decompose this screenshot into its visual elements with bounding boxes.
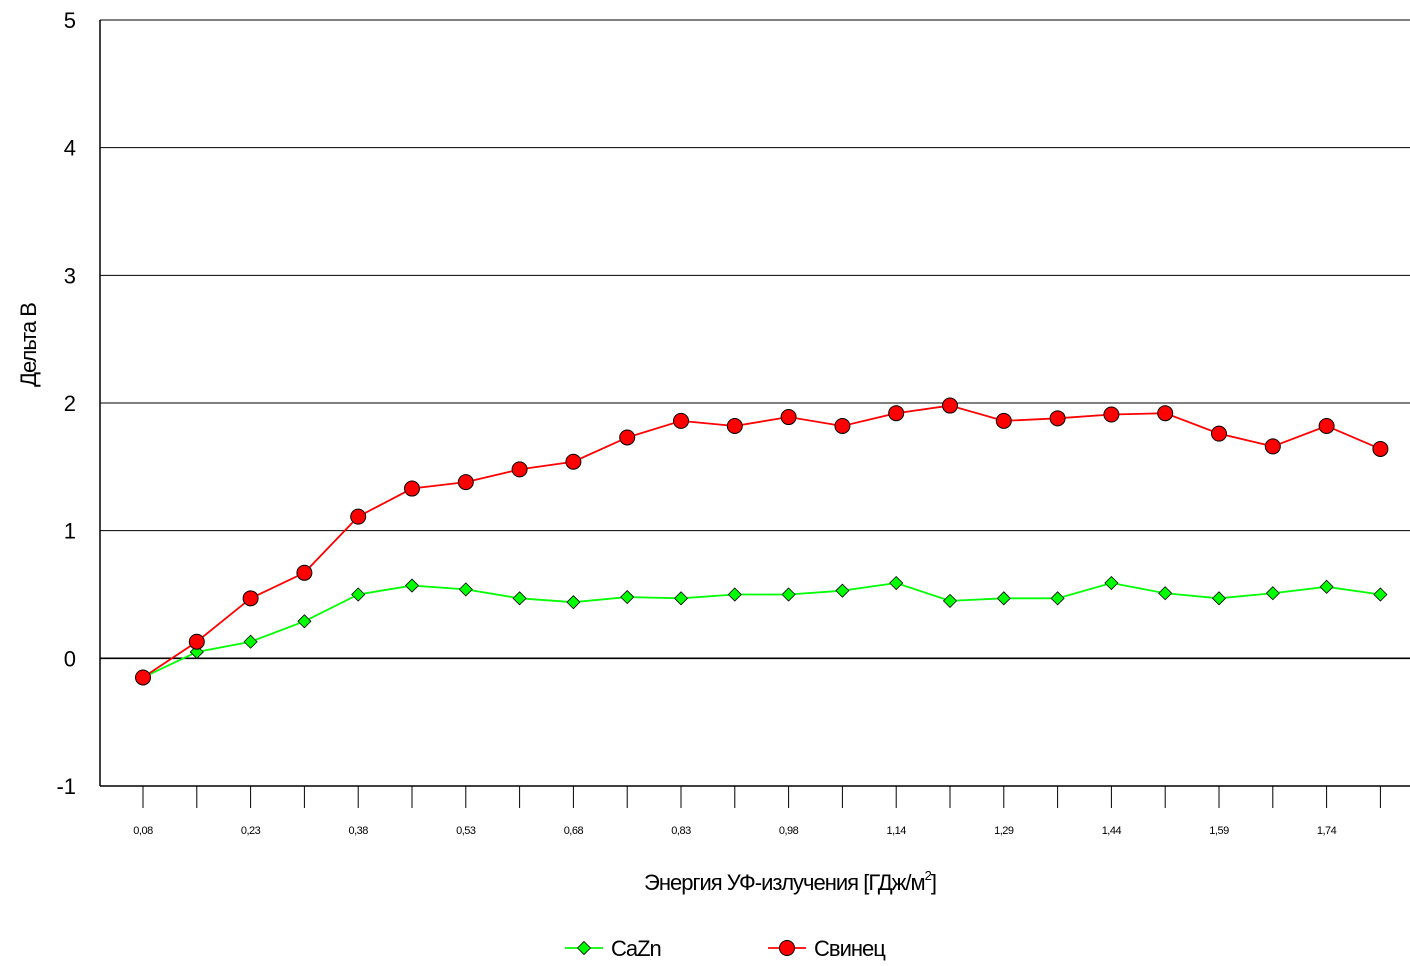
data-point-svinets [1264, 438, 1281, 455]
x-tick-label: 0,38 [348, 825, 368, 837]
legend-marker-cazn [576, 940, 592, 956]
y-tick-label: 1 [64, 519, 76, 544]
data-point-cazn [243, 634, 258, 649]
legend-marker-svinets [779, 940, 795, 956]
legend-item-cazn: CaZn [565, 936, 662, 961]
axes [99, 20, 1410, 808]
legend-label-cazn: CaZn [611, 936, 661, 961]
series-svinets [135, 397, 1389, 686]
series-line-cazn [142, 582, 1381, 679]
data-point-cazn [1265, 586, 1280, 601]
x-tick-label: 0,68 [564, 825, 584, 837]
x-tick-labels: 0,08 0,23 0,38 0,53 0,68 0,83 0,98 1,14 1,29 1,44… [133, 825, 1337, 837]
x-tick-label: 0,08 [133, 825, 153, 837]
y-tick-label: 0 [64, 646, 76, 671]
legend: CaZn Свинец [565, 936, 887, 961]
data-point-cazn [512, 591, 527, 606]
x-tick-label: 1,29 [994, 825, 1014, 837]
data-point-cazn [404, 578, 420, 593]
data-point-svinets [942, 397, 958, 414]
data-point-cazn [297, 614, 312, 629]
data-point-svinets [457, 474, 474, 491]
x-tick-label: 0,83 [671, 825, 691, 837]
series-line-svinets [142, 404, 1381, 679]
data-point-svinets [780, 409, 797, 426]
data-point-svinets [1049, 410, 1066, 427]
data-point-cazn [351, 587, 366, 602]
data-point-cazn [620, 589, 635, 605]
data-point-svinets [511, 461, 528, 478]
data-point-svinets [888, 405, 905, 422]
y-tick-label: -1 [56, 774, 76, 799]
x-axis-label-superscript: 2 [925, 868, 932, 883]
data-point-cazn [1050, 591, 1065, 606]
data-point-svinets [188, 633, 205, 650]
data-point-svinets [135, 669, 151, 686]
data-point-svinets [1157, 405, 1174, 422]
series-group [135, 397, 1389, 686]
legend-item-svinets: Свинец [768, 936, 887, 961]
y-tick-label: 5 [64, 8, 76, 33]
data-point-svinets [995, 412, 1012, 429]
data-point-svinets [350, 508, 367, 525]
x-tick-label: 1,14 [886, 825, 906, 837]
x-tick-label: 1,59 [1209, 825, 1229, 837]
data-point-svinets [1103, 406, 1120, 423]
data-point-cazn [996, 591, 1011, 606]
data-point-cazn [781, 587, 796, 602]
x-axis-label-end: ] [931, 870, 936, 895]
x-tick-label: 0,23 [241, 825, 261, 837]
data-point-svinets [296, 564, 313, 581]
y-tick-labels: -1 0 1 2 3 4 5 [56, 8, 76, 799]
x-tick-label: 1,44 [1102, 825, 1122, 837]
y-tick-label: 4 [64, 136, 76, 161]
y-tick-label: 3 [64, 263, 76, 288]
data-point-svinets [673, 412, 689, 429]
data-point-svinets [834, 417, 851, 434]
y-axis-label: Дельта В [16, 303, 41, 387]
data-point-svinets [726, 417, 743, 434]
data-point-svinets [565, 453, 582, 470]
data-point-svinets [242, 590, 259, 607]
data-point-svinets [1318, 417, 1335, 434]
x-tick-label: 0,98 [779, 825, 799, 837]
data-point-cazn [1211, 591, 1227, 606]
data-point-cazn [1319, 579, 1334, 594]
legend-label-svinets: Свинец [814, 936, 886, 961]
data-point-cazn [1373, 587, 1388, 602]
grid-lines [100, 19, 1410, 787]
data-point-svinets [619, 429, 636, 446]
data-point-cazn [835, 583, 850, 598]
y-tick-label: 2 [64, 391, 76, 416]
data-point-svinets [1211, 425, 1227, 442]
x-axis-label: Энергия УФ-излучения [ГДж/м2] [644, 868, 936, 895]
data-point-cazn [566, 595, 581, 610]
data-point-cazn [889, 575, 904, 591]
data-point-cazn [942, 593, 958, 608]
series-cazn [135, 575, 1388, 685]
data-point-svinets [404, 480, 420, 497]
data-point-cazn [1104, 575, 1119, 591]
data-point-cazn [727, 587, 742, 602]
data-point-cazn [673, 591, 689, 606]
x-tick-label: 1,74 [1317, 825, 1337, 837]
data-point-cazn [1158, 586, 1173, 601]
data-point-svinets [1372, 440, 1389, 457]
x-tick-label: 0,53 [456, 825, 476, 837]
data-point-cazn [458, 582, 473, 597]
